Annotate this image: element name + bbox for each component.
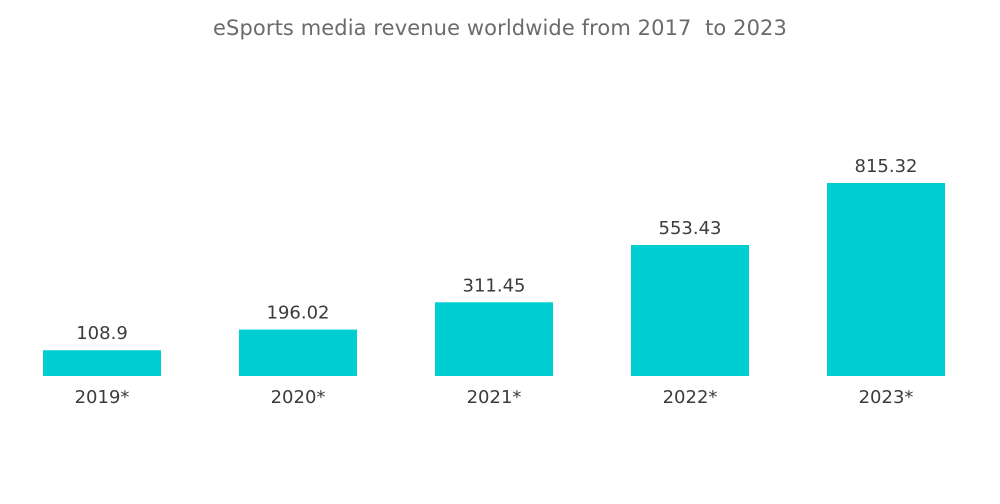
x-tick-label: 2021* xyxy=(467,387,522,408)
bar-value-label: 196.02 xyxy=(267,303,330,324)
bar-2022 xyxy=(631,244,749,376)
bar-2023 xyxy=(827,183,945,376)
x-tick-label: 2023* xyxy=(859,387,914,408)
x-tick-label: 2020* xyxy=(271,387,326,408)
bar-2020 xyxy=(239,329,357,376)
bar-value-label: 311.45 xyxy=(463,275,526,296)
chart-title: eSports media revenue worldwide from 201… xyxy=(213,16,787,40)
x-tick-label: 2019* xyxy=(75,387,130,408)
bar-value-label: 553.43 xyxy=(659,218,722,239)
bar-2021 xyxy=(435,302,553,376)
bar-value-label: 108.9 xyxy=(76,323,128,344)
x-tick-label: 2022* xyxy=(663,387,718,408)
bar-2019 xyxy=(43,350,161,376)
bar-value-label: 815.32 xyxy=(855,156,918,177)
